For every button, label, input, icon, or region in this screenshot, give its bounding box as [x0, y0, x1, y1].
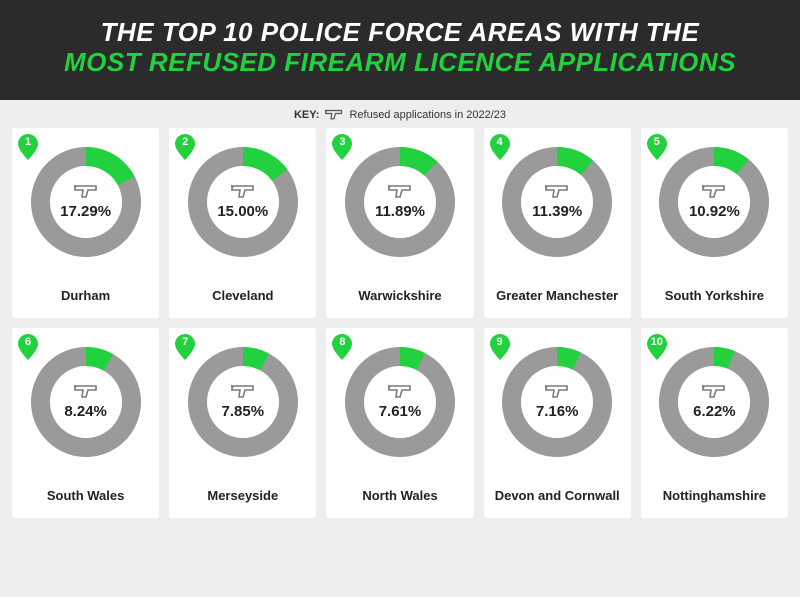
gun-icon [545, 384, 569, 400]
card: 2 15.00% Cleveland [169, 128, 316, 318]
percentage-label: 15.00% [217, 203, 268, 220]
percentage-label: 10.92% [689, 203, 740, 220]
gun-icon [702, 184, 726, 200]
gun-icon [325, 109, 343, 121]
donut-center: 10.92% [654, 142, 774, 262]
area-name: Greater Manchester [496, 278, 618, 310]
card: 6 8.24% South Wales [12, 328, 159, 518]
area-name: Devon and Cornwall [495, 478, 620, 510]
donut-center: 11.39% [497, 142, 617, 262]
area-name: Nottinghamshire [663, 478, 766, 510]
donut-center: 7.16% [497, 342, 617, 462]
gun-icon [231, 384, 255, 400]
area-name: Warwickshire [358, 278, 441, 310]
gun-icon [231, 184, 255, 200]
donut-chart: 11.89% [340, 142, 460, 262]
donut-center: 7.85% [183, 342, 303, 462]
donut-chart: 15.00% [183, 142, 303, 262]
gun-icon [702, 384, 726, 400]
gun-icon [74, 384, 98, 400]
donut-chart: 8.24% [26, 342, 146, 462]
area-name: Cleveland [212, 278, 273, 310]
card: 3 11.89% Warwickshire [326, 128, 473, 318]
card: 8 7.61% North Wales [326, 328, 473, 518]
area-name: Merseyside [207, 478, 278, 510]
donut-chart: 7.61% [340, 342, 460, 462]
donut-center: 17.29% [26, 142, 146, 262]
card: 4 11.39% Greater Manchester [484, 128, 631, 318]
percentage-label: 8.24% [64, 403, 107, 420]
donut-center: 8.24% [26, 342, 146, 462]
area-name: South Yorkshire [665, 278, 764, 310]
gun-icon [388, 384, 412, 400]
card: 1 17.29% Durham [12, 128, 159, 318]
key-row: KEY: Refused applications in 2022/23 [0, 100, 800, 128]
donut-chart: 11.39% [497, 142, 617, 262]
card: 5 10.92% South Yorkshire [641, 128, 788, 318]
key-label: KEY: [294, 109, 319, 121]
title-line-1: THE TOP 10 POLICE FORCE AREAS WITH THE [40, 18, 760, 48]
percentage-label: 11.89% [375, 203, 425, 220]
cards-grid: 1 17.29% Durham 2 [0, 128, 800, 530]
gun-icon [388, 184, 412, 200]
percentage-label: 6.22% [693, 403, 736, 420]
gun-icon [74, 184, 98, 200]
donut-center: 7.61% [340, 342, 460, 462]
area-name: Durham [61, 278, 110, 310]
donut-chart: 6.22% [654, 342, 774, 462]
donut-chart: 17.29% [26, 142, 146, 262]
donut-chart: 10.92% [654, 142, 774, 262]
header: THE TOP 10 POLICE FORCE AREAS WITH THE M… [0, 0, 800, 100]
donut-center: 6.22% [654, 342, 774, 462]
title-line-2: MOST REFUSED FIREARM LICENCE APPLICATION… [40, 48, 760, 78]
card: 9 7.16% Devon and Cornwall [484, 328, 631, 518]
percentage-label: 7.61% [379, 403, 422, 420]
donut-chart: 7.85% [183, 342, 303, 462]
donut-center: 11.89% [340, 142, 460, 262]
area-name: North Wales [362, 478, 437, 510]
percentage-label: 7.16% [536, 403, 579, 420]
key-text: Refused applications in 2022/23 [349, 109, 506, 121]
gun-icon [545, 184, 569, 200]
donut-center: 15.00% [183, 142, 303, 262]
area-name: South Wales [47, 478, 125, 510]
percentage-label: 7.85% [222, 403, 265, 420]
percentage-label: 17.29% [60, 203, 111, 220]
percentage-label: 11.39% [532, 203, 582, 220]
card: 10 6.22% Nottinghamshire [641, 328, 788, 518]
card: 7 7.85% Merseyside [169, 328, 316, 518]
donut-chart: 7.16% [497, 342, 617, 462]
